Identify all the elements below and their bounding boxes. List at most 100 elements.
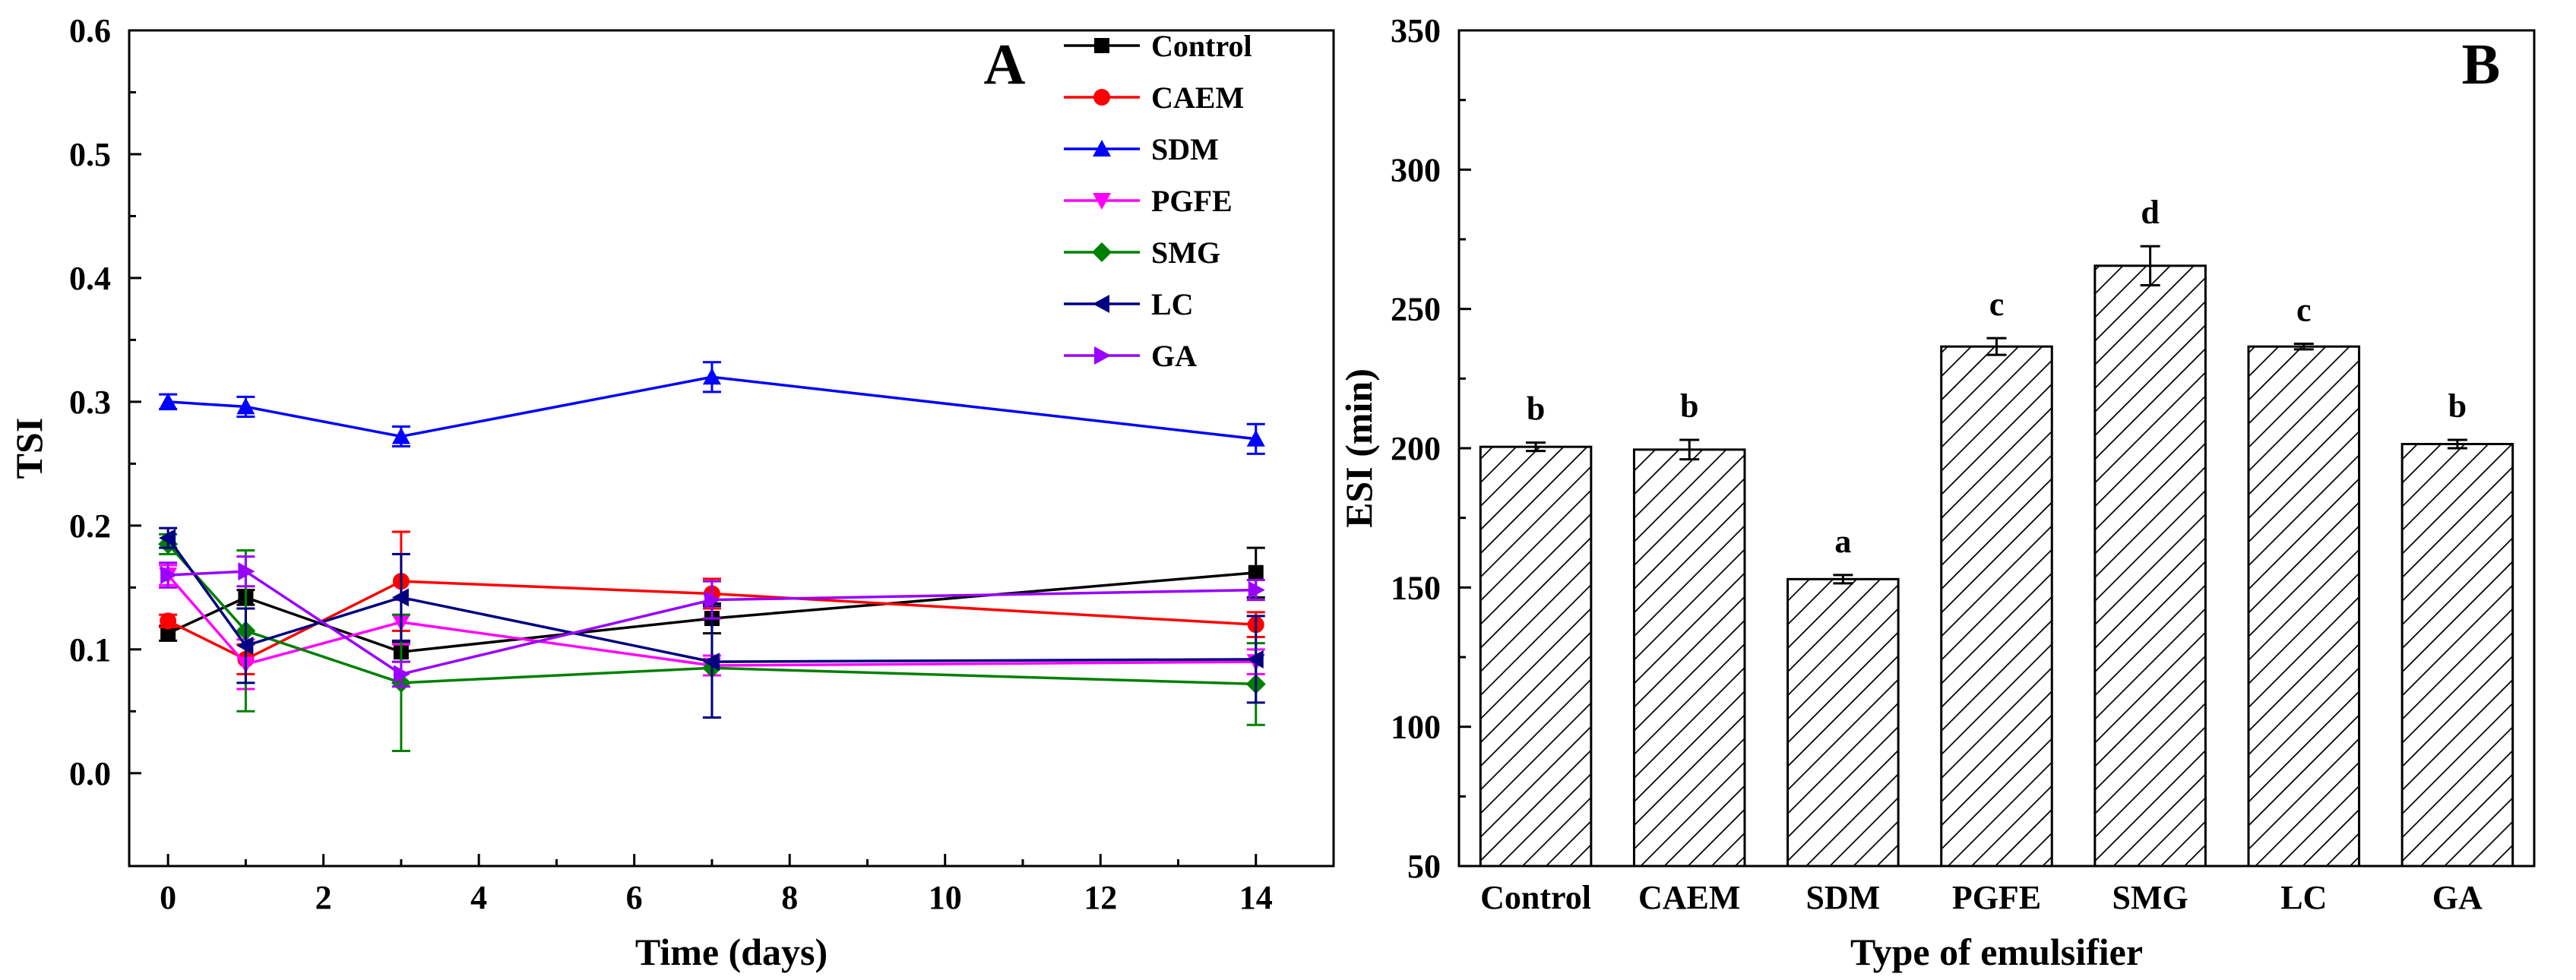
legend-item-control: Control [1064,29,1252,63]
data-point [1246,650,1264,669]
x-tick-label: 2 [315,879,332,916]
panel-b-bar-chart: 50 100 150 200 250 300 350 b Control b CAEM a SDM c PG… [1337,12,2536,973]
y-tick-label: 0.0 [69,755,111,792]
y-tick-label: 0.4 [69,260,111,297]
x-tick-label: GA [2432,879,2483,916]
x-axis-label: Time (days) [635,931,828,973]
bar-group-sdm: a [1786,523,1900,868]
y-tick-label: 0.2 [69,507,111,545]
y-tick-label: 0.1 [69,631,111,669]
y-tick-label: 350 [1391,12,1441,49]
legend-swatch-marker [1093,193,1111,210]
panel-label-a: A [984,33,1026,96]
bar [2093,264,2207,868]
x-tick-label: LC [2280,879,2327,916]
y-tick-label: 200 [1391,430,1441,467]
bar-group-caem: b [1632,387,1746,868]
x-tick-label: 0 [160,879,176,916]
bar-group-control: b [1479,390,1593,868]
x-tick-label: SDM [1805,879,1880,916]
y-tick-label: 50 [1407,848,1441,885]
legend-label: GA [1151,339,1197,373]
bar-group-pgfe: c [1940,286,2053,868]
data-point [159,392,178,409]
legend-item-smg: SMG [1064,236,1220,270]
legend-swatch-marker [1092,242,1112,262]
y-tick-label: 0.5 [69,136,111,173]
legend-label: PGFE [1151,184,1233,218]
x-tick-label: 4 [470,879,487,916]
data-point [1248,564,1264,580]
data-point [391,427,410,444]
panel-a-line-chart: 0.0 0.1 0.2 0.3 0.4 0.5 0.6 0 2 4 6 8 10 12 14 Time (da… [8,12,1335,973]
legend-label: SMG [1151,236,1220,270]
bar [1632,448,1746,868]
significance-letter: b [1527,390,1545,428]
y-tick-label: 0.3 [69,384,111,421]
legend-item-caem: CAEM [1064,81,1244,115]
bar [1479,445,1593,868]
legend-swatch-marker [1093,295,1109,313]
data-point [160,566,178,585]
x-tick-label: CAEM [1638,879,1740,916]
legend: Control CAEM SDM PGFE SMG LC GA [1064,29,1252,373]
legend-label: CAEM [1151,81,1244,115]
significance-letter: a [1834,523,1851,560]
data-point [1246,429,1265,447]
legend-swatch-marker [1093,140,1111,156]
x-tick-label: PGFE [1952,879,2041,916]
significance-letter: c [1989,286,2005,323]
data-point [1248,580,1265,599]
legend-label: LC [1151,287,1194,321]
y-tick-label: 150 [1391,569,1441,606]
data-point [238,562,255,581]
y-tick-label: 250 [1391,291,1441,328]
x-tick-label: Control [1480,879,1591,916]
x-tick-label: 14 [1239,879,1273,916]
data-point [702,653,720,672]
legend-item-pgfe: PGFE [1064,184,1233,218]
bar [1940,345,2053,868]
significance-letter: b [2448,387,2467,425]
legend-item-ga: GA [1064,339,1197,373]
y-axis-label: TSI [8,418,50,479]
x-axis-label: Type of emulsifier [1850,931,2143,973]
data-point [159,529,176,548]
legend-item-sdm: SDM [1064,132,1219,166]
x-tick-label: 10 [929,879,962,916]
bar [1786,577,1900,868]
data-point [236,636,254,655]
legend-swatch-marker [1093,89,1110,106]
bar [2247,345,2361,868]
bar-group-ga: b [2400,387,2514,868]
legend-swatch-marker [1094,38,1109,53]
data-point [704,590,721,609]
x-tick-label: SMG [2112,879,2188,916]
legend-label: Control [1151,29,1252,63]
significance-letter: c [2296,292,2312,329]
bar-group-smg: d [2093,194,2207,868]
bar-group-lc: c [2247,292,2361,868]
y-axis-label: ESI (min) [1337,368,1380,528]
x-tick-label: 8 [781,879,798,916]
plot-frame [128,29,1335,868]
x-tick-label: 12 [1084,879,1117,916]
series-ga [159,555,1265,688]
y-tick-label: 0.6 [69,12,111,49]
legend-swatch-marker [1094,346,1111,365]
significance-letter: b [1680,387,1698,425]
legend-item-lc: LC [1064,287,1194,321]
data-point [160,625,176,641]
data-point [236,397,255,415]
significance-letter: d [2141,194,2159,231]
panel-label-b: B [2462,33,2501,96]
x-tick-label: 6 [626,879,643,916]
y-tick-label: 100 [1391,709,1441,746]
legend-label: SDM [1151,132,1219,166]
data-point [160,612,177,630]
data-point [393,665,410,684]
y-tick-label: 300 [1391,151,1441,188]
bar [2400,443,2514,868]
data-point [391,588,409,607]
